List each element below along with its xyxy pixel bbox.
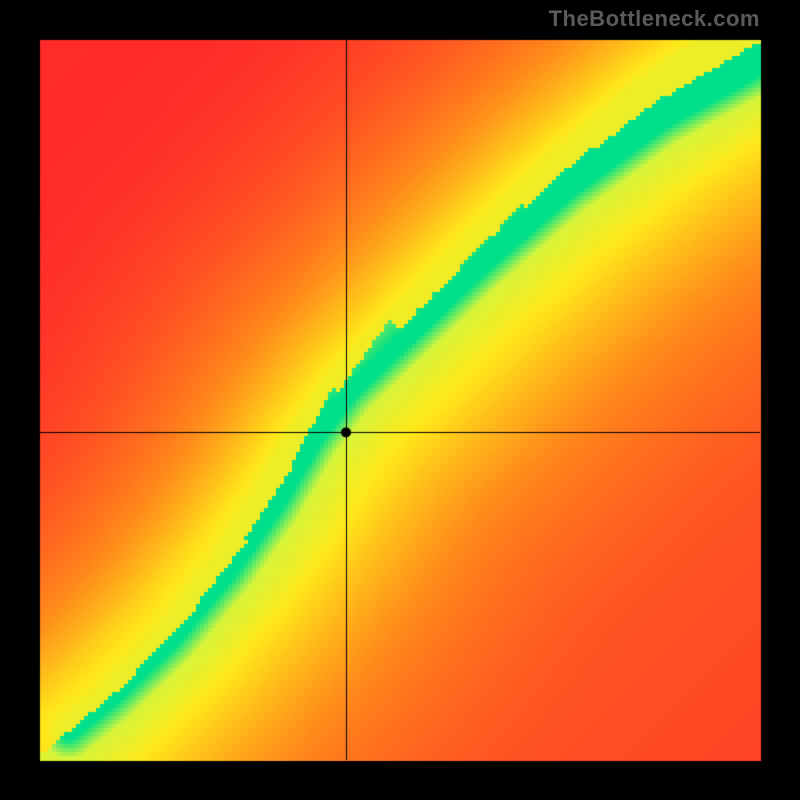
bottleneck-heatmap	[0, 0, 800, 800]
watermark-text: TheBottleneck.com	[549, 6, 760, 32]
